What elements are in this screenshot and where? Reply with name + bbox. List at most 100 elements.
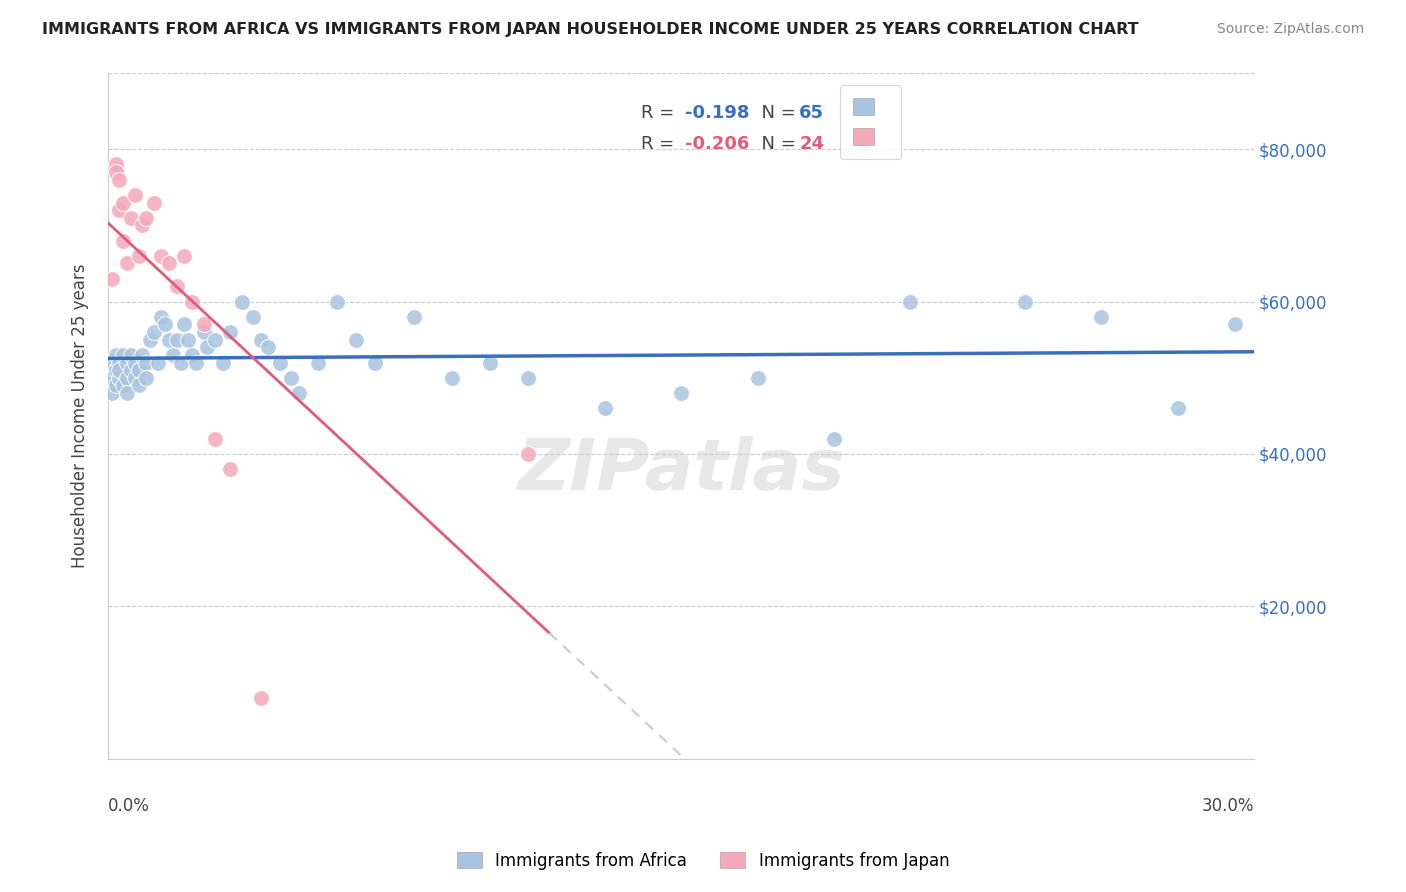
Point <box>101 386 124 401</box>
Text: 30.0%: 30.0% <box>1202 797 1254 814</box>
Text: -0.206: -0.206 <box>685 135 749 153</box>
Point <box>128 378 150 392</box>
Point <box>120 363 142 377</box>
Point <box>135 355 157 369</box>
Text: ZIPatlas: ZIPatlas <box>517 436 845 505</box>
Point <box>1167 401 1189 416</box>
Point <box>115 386 138 401</box>
Text: R =: R = <box>641 135 681 153</box>
Point <box>169 355 191 369</box>
Y-axis label: Householder Income Under 25 years: Householder Income Under 25 years <box>72 264 89 568</box>
Point <box>150 249 173 263</box>
Text: Source: ZipAtlas.com: Source: ZipAtlas.com <box>1216 22 1364 37</box>
Point <box>193 325 215 339</box>
Point <box>115 355 138 369</box>
Point <box>124 355 146 369</box>
Point <box>166 333 188 347</box>
Point <box>307 355 329 369</box>
Text: IMMIGRANTS FROM AFRICA VS IMMIGRANTS FROM JAPAN HOUSEHOLDER INCOME UNDER 25 YEAR: IMMIGRANTS FROM AFRICA VS IMMIGRANTS FRO… <box>42 22 1139 37</box>
Point <box>747 371 769 385</box>
Point <box>131 219 153 233</box>
Text: N =: N = <box>749 103 801 122</box>
Point <box>142 195 165 210</box>
Text: 65: 65 <box>799 103 824 122</box>
Point <box>101 371 124 385</box>
Point <box>124 371 146 385</box>
Point <box>517 447 540 461</box>
Point <box>104 165 127 179</box>
Point <box>104 363 127 377</box>
Point <box>104 157 127 171</box>
Point <box>250 333 273 347</box>
Point <box>115 371 138 385</box>
Point <box>108 355 131 369</box>
Text: -0.198: -0.198 <box>685 103 749 122</box>
Point <box>128 363 150 377</box>
Point <box>135 211 157 225</box>
Point <box>108 371 131 385</box>
Point <box>155 318 177 332</box>
Point <box>101 355 124 369</box>
Point <box>131 348 153 362</box>
Point <box>120 348 142 362</box>
Point <box>898 294 921 309</box>
Point <box>823 432 845 446</box>
Point <box>326 294 349 309</box>
Text: 0.0%: 0.0% <box>108 797 150 814</box>
Point <box>593 401 616 416</box>
Point <box>104 348 127 362</box>
Point <box>166 279 188 293</box>
Point <box>669 386 692 401</box>
Point <box>104 378 127 392</box>
Point <box>269 355 291 369</box>
Point <box>211 355 233 369</box>
Point <box>157 333 180 347</box>
Point <box>177 333 200 347</box>
Point <box>146 355 169 369</box>
Point <box>195 340 218 354</box>
Point <box>139 333 162 347</box>
Point <box>108 203 131 218</box>
Point <box>112 378 135 392</box>
Point <box>1014 294 1036 309</box>
Point <box>115 256 138 270</box>
Legend: , : , <box>839 86 901 159</box>
Point <box>1223 318 1246 332</box>
Point <box>517 371 540 385</box>
Point <box>250 690 273 705</box>
Point <box>112 195 135 210</box>
Point <box>173 318 195 332</box>
Point <box>219 325 242 339</box>
Point <box>231 294 253 309</box>
Point <box>157 256 180 270</box>
Point <box>193 318 215 332</box>
Point <box>112 348 135 362</box>
Text: R =: R = <box>641 103 681 122</box>
Point <box>344 333 367 347</box>
Point <box>124 187 146 202</box>
Point <box>204 432 226 446</box>
Point <box>162 348 184 362</box>
Point <box>112 234 135 248</box>
Point <box>479 355 502 369</box>
Point <box>181 294 204 309</box>
Point <box>128 249 150 263</box>
Point <box>108 172 131 186</box>
Point <box>402 310 425 324</box>
Point <box>364 355 387 369</box>
Point <box>101 271 124 285</box>
Point <box>288 386 311 401</box>
Text: N =: N = <box>749 135 801 153</box>
Point <box>204 333 226 347</box>
Point <box>142 325 165 339</box>
Point <box>150 310 173 324</box>
Point <box>1090 310 1112 324</box>
Point <box>257 340 280 354</box>
Point <box>280 371 302 385</box>
Point <box>184 355 207 369</box>
Point <box>242 310 264 324</box>
Point <box>120 211 142 225</box>
Point <box>181 348 204 362</box>
Legend: Immigrants from Africa, Immigrants from Japan: Immigrants from Africa, Immigrants from … <box>450 846 956 877</box>
Point <box>173 249 195 263</box>
